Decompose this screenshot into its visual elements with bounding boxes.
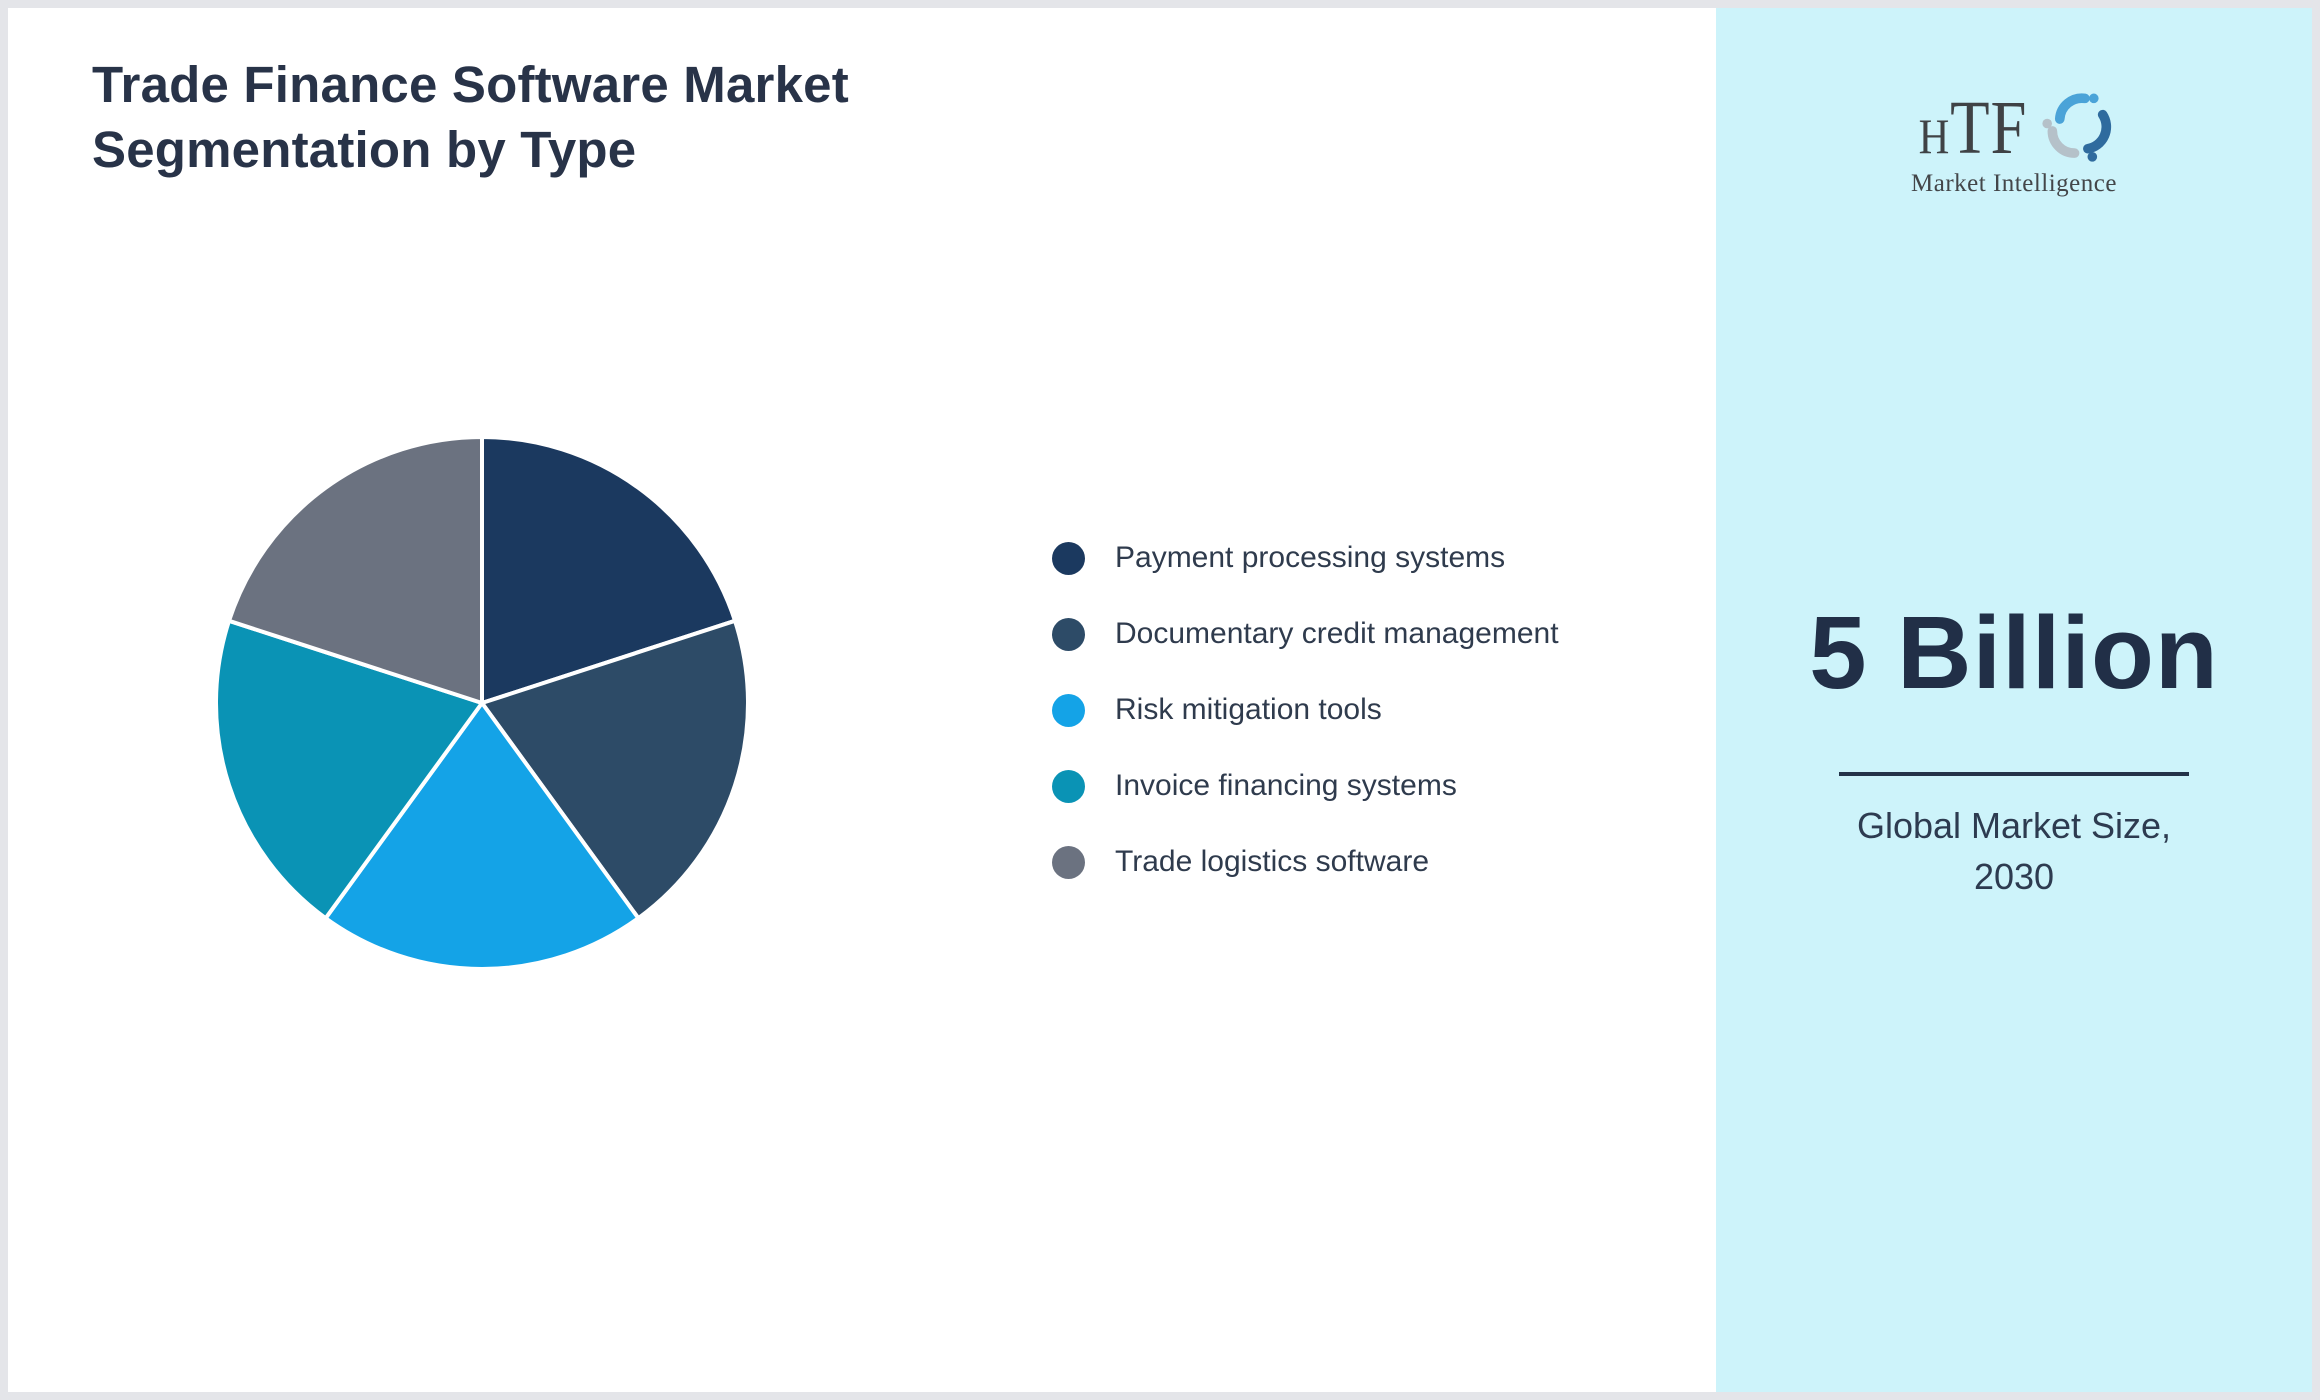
legend-label: Documentary credit management (1115, 617, 1559, 650)
chart-legend: Payment processing systems Documentary c… (1052, 541, 1559, 921)
legend-swatch (1052, 693, 1085, 727)
htf-logo-row: HTF (1716, 90, 2312, 166)
htf-logo-mark-icon (2042, 93, 2111, 162)
legend-label: Payment processing systems (1115, 541, 1506, 574)
caption-line2: 2030 (1973, 856, 2055, 897)
legend-swatch (1052, 541, 1085, 575)
page-title-line2: Segmentation by Type (92, 121, 637, 178)
pie-slice (227, 435, 484, 705)
pie-chart-svg (214, 435, 750, 971)
page-title-line1: Trade Finance Software Market (92, 56, 849, 113)
legend-swatch (1052, 769, 1085, 803)
legend-label: Invoice financing systems (1115, 769, 1457, 802)
pie-slice (323, 701, 641, 971)
legend-item: Risk mitigation tools (1052, 693, 1559, 727)
pie-chart (212, 433, 752, 973)
htf-logo-text: HTF (1918, 86, 2028, 170)
page-title: Trade Finance Software Market Segmentati… (92, 52, 849, 182)
pie-slice (214, 618, 484, 921)
market-size-caption: Global Market Size, 2030 (1716, 800, 2312, 902)
legend-label: Risk mitigation tools (1115, 693, 1382, 726)
htf-logo: HTF Market Intelligence (1716, 90, 2312, 198)
legend-item: Invoice financing systems (1052, 769, 1559, 803)
legend-swatch (1052, 617, 1085, 651)
caption-line1: Global Market Size, (1856, 805, 2172, 846)
legend-item: Trade logistics software (1052, 845, 1559, 879)
main-panel: Trade Finance Software Market Segmentati… (8, 8, 1716, 1392)
htf-logo-subtext: Market Intelligence (1911, 170, 2117, 197)
legend-label: Trade logistics software (1115, 845, 1430, 878)
sidebar: HTF Market Intelligence 5 Billion Global… (1716, 8, 2312, 1392)
pie-slice (480, 435, 737, 705)
pie-slice (480, 618, 750, 921)
divider-line (1839, 772, 2189, 776)
legend-item: Documentary credit management (1052, 617, 1559, 651)
legend-swatch (1052, 845, 1085, 879)
legend-item: Payment processing systems (1052, 541, 1559, 575)
market-size-value: 5 Billion (1809, 595, 2219, 710)
